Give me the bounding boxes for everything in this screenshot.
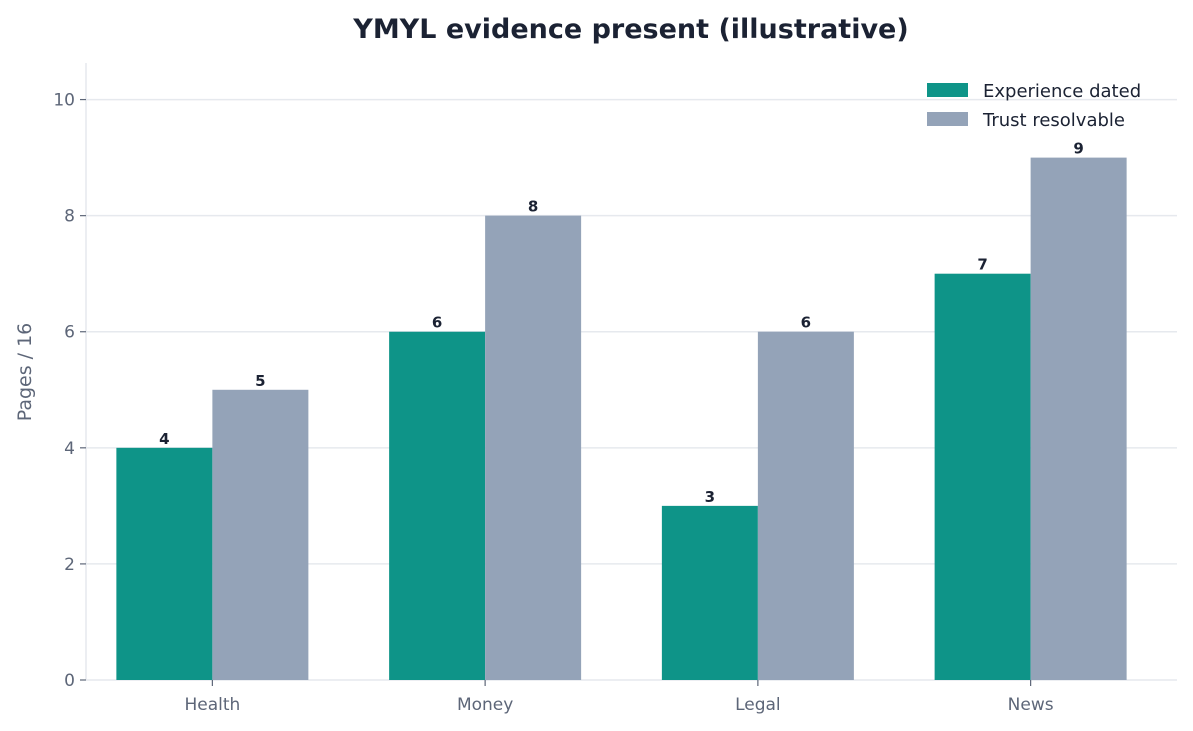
bar-value-label: 9 — [1073, 140, 1083, 158]
bar-value-label: 6 — [432, 314, 442, 332]
bar-money-series-1 — [485, 215, 582, 680]
bar-legal-series-0 — [661, 505, 758, 680]
y-tick-label: 0 — [64, 671, 75, 691]
x-tick-label: Money — [457, 695, 513, 715]
legend-label: Experience dated — [983, 81, 1141, 102]
chart-title: YMYL evidence present (illustrative) — [352, 14, 908, 45]
x-tick-label: Legal — [735, 695, 781, 715]
bar-legal-series-1 — [757, 331, 854, 680]
bar-news-series-1 — [1030, 157, 1127, 680]
y-tick-label: 4 — [64, 439, 75, 459]
legend-swatch — [927, 112, 968, 126]
bar-value-label: 5 — [255, 372, 265, 390]
y-axis-label: Pages / 16 — [14, 323, 36, 422]
y-tick-label: 8 — [64, 207, 75, 227]
legend-swatch — [927, 83, 968, 97]
bar-money-series-0 — [389, 331, 486, 680]
x-tick-label: Health — [184, 695, 240, 715]
y-tick-label: 10 — [53, 91, 75, 111]
bar-health-series-1 — [212, 389, 309, 680]
x-ticks: Health Money Legal News — [184, 680, 1054, 715]
bar-value-label: 4 — [159, 430, 169, 448]
y-tick-label: 6 — [64, 323, 75, 343]
legend: Experience dated Trust resolvable — [927, 81, 1141, 131]
y-ticks: 0 2 4 6 8 10 — [53, 91, 86, 691]
bar-value-label: 8 — [528, 198, 538, 216]
y-tick-label: 2 — [64, 555, 75, 575]
bar-value-label: 7 — [977, 256, 987, 274]
data-labels: 4 5 6 8 3 6 7 9 — [159, 140, 1084, 506]
bars — [116, 157, 1127, 680]
legend-label: Trust resolvable — [982, 110, 1125, 131]
bar-news-series-0 — [934, 273, 1031, 680]
bar-value-label: 6 — [801, 314, 811, 332]
bar-health-series-0 — [116, 447, 213, 680]
bar-value-label: 3 — [705, 488, 715, 506]
x-tick-label: News — [1008, 695, 1054, 715]
